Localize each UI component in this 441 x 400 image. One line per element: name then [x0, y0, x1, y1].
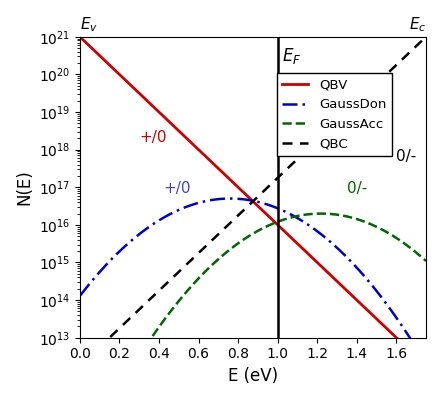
QBC — [137, 306, 142, 311]
Text: 0/-: 0/- — [396, 149, 417, 164]
Text: $E_c$: $E_c$ — [409, 15, 426, 34]
Text: +/0: +/0 — [163, 181, 191, 196]
QBC — [417, 41, 422, 46]
Text: $E_F$: $E_F$ — [282, 46, 301, 66]
GaussDon — [417, 347, 422, 352]
GaussAcc — [423, 258, 429, 263]
Y-axis label: N(E): N(E) — [15, 169, 33, 205]
QBC — [210, 237, 215, 242]
GaussAcc — [318, 211, 324, 216]
QBC — [117, 326, 122, 331]
GaussDon — [77, 293, 82, 298]
X-axis label: E (eV): E (eV) — [228, 367, 278, 385]
GaussAcc — [137, 347, 142, 352]
GaussDon — [379, 296, 385, 300]
GaussAcc — [77, 347, 82, 352]
QBV — [406, 347, 411, 352]
GaussDon — [137, 231, 142, 236]
Text: 0/-: 0/- — [347, 181, 367, 196]
QBV — [379, 322, 385, 326]
QBV — [423, 347, 429, 352]
Legend: QBV, GaussDon, GaussAcc, QBC: QBV, GaussDon, GaussAcc, QBC — [277, 74, 392, 156]
Text: +/0: +/0 — [139, 130, 167, 145]
Line: QBV: QBV — [80, 37, 426, 349]
GaussDon — [210, 198, 215, 202]
GaussDon — [423, 347, 429, 352]
GaussAcc — [379, 227, 385, 232]
Line: GaussDon: GaussDon — [80, 198, 426, 349]
QBV — [117, 72, 122, 77]
GaussAcc — [210, 262, 215, 267]
QBV — [77, 34, 82, 39]
Line: QBC: QBC — [80, 37, 426, 349]
QBV — [417, 347, 422, 352]
QBV — [210, 161, 215, 166]
GaussDon — [415, 347, 420, 352]
GaussAcc — [417, 253, 422, 258]
QBC — [77, 347, 82, 352]
GaussDon — [228, 196, 233, 201]
GaussAcc — [117, 347, 122, 352]
QBV — [225, 175, 230, 180]
QBC — [225, 223, 230, 228]
QBV — [137, 92, 142, 96]
Text: $E_v$: $E_v$ — [80, 15, 98, 34]
GaussDon — [225, 196, 230, 201]
GaussAcc — [225, 249, 230, 254]
QBC — [379, 76, 385, 81]
QBC — [423, 34, 429, 39]
GaussDon — [117, 249, 122, 254]
Line: GaussAcc: GaussAcc — [80, 214, 426, 349]
